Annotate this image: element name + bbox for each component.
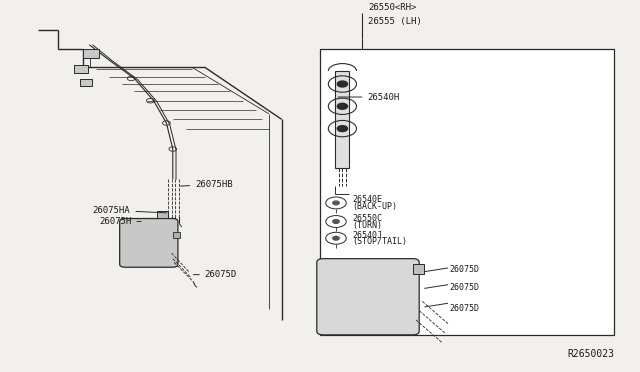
Text: 26550C: 26550C [352, 214, 382, 223]
Text: 26540H: 26540H [338, 93, 399, 102]
Bar [320, 49, 614, 335]
Text: 26075HA: 26075HA [93, 206, 167, 215]
Text: 26540E: 26540E [352, 195, 382, 205]
FancyBboxPatch shape [120, 218, 178, 267]
Text: 26555 (LH): 26555 (LH) [368, 17, 422, 26]
Bar [413, 264, 424, 273]
Text: 26075D: 26075D [450, 304, 480, 313]
FancyBboxPatch shape [317, 259, 419, 335]
Bar [173, 232, 180, 238]
Circle shape [333, 236, 339, 240]
Circle shape [337, 126, 348, 132]
Text: 26075H: 26075H [99, 217, 141, 226]
Text: 26550<RH>: 26550<RH> [368, 3, 417, 12]
Text: (STOP/TAIL): (STOP/TAIL) [352, 237, 407, 246]
Text: R2650023: R2650023 [568, 349, 614, 359]
Text: (BACK-UP): (BACK-UP) [352, 202, 397, 211]
Bar [83, 49, 99, 58]
Circle shape [333, 219, 339, 223]
Bar [74, 65, 88, 73]
Text: 26075D: 26075D [450, 283, 480, 292]
Text: 26075D: 26075D [450, 265, 480, 274]
Text: 26540J: 26540J [352, 231, 382, 240]
Text: (TURN): (TURN) [352, 221, 382, 230]
Text: 26075D: 26075D [193, 270, 237, 279]
Bar [80, 79, 92, 86]
Circle shape [337, 81, 348, 87]
Bar [157, 211, 168, 218]
Circle shape [337, 103, 348, 109]
Text: 26075HB: 26075HB [180, 180, 233, 189]
Circle shape [333, 201, 339, 205]
Bar [335, 71, 349, 168]
